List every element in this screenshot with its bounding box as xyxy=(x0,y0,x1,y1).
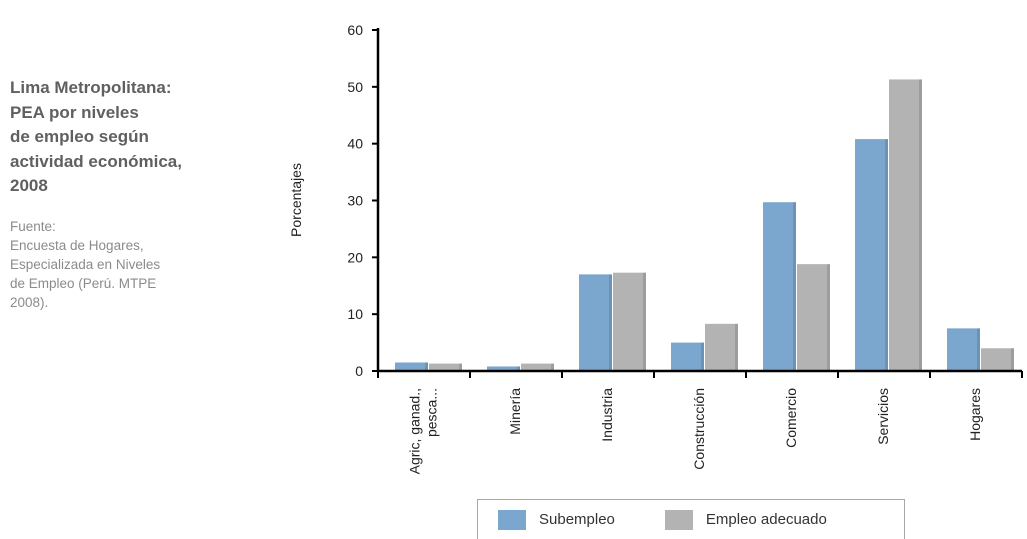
legend-label-subempleo: Subempleo xyxy=(539,511,615,528)
bar-empleo-adecuado-2 xyxy=(613,272,646,371)
y-tick-label-0: 0 xyxy=(355,363,363,379)
y-tick-label-60: 60 xyxy=(347,22,363,38)
category-label-5: Servicios xyxy=(875,388,891,445)
y-tick-label-30: 30 xyxy=(347,193,363,209)
bar-empleo-adecuado-1 xyxy=(521,363,554,371)
source-note: Fuente: Encuesta de Hogares, Especializa… xyxy=(10,218,161,310)
bar-shade-0-3 xyxy=(701,342,704,371)
bar-shade-0-1 xyxy=(517,366,520,371)
bar-subempleo-3 xyxy=(671,342,704,371)
bar-empleo-adecuado-3 xyxy=(705,323,738,371)
y-tick-label-10: 10 xyxy=(347,306,363,322)
labels-layer: Porcentajes Agric, ganad.,pesca... Minería… xyxy=(288,163,983,474)
y-axis-label: Porcentajes xyxy=(288,163,304,237)
bar-subempleo-1 xyxy=(487,366,520,371)
bar-subempleo-2 xyxy=(579,274,612,371)
category-label-2: Industria xyxy=(599,388,615,442)
bar-shade-1-4 xyxy=(827,264,830,371)
bar-empleo-adecuado-4 xyxy=(797,264,830,371)
bar-empleo-adecuado-6 xyxy=(981,348,1014,371)
bar-chart: 0 10 20 30 40 50 60 Porcentajes Agric, ganad.,p… xyxy=(288,22,1023,474)
chart-title: Lima Metropolitana: PEA por niveles de e… xyxy=(10,78,182,195)
legend: Subempleo Empleo adecuado xyxy=(477,499,905,539)
bar-shade-0-6 xyxy=(977,328,980,371)
bar-empleo-adecuado-0 xyxy=(429,363,462,371)
bar-shade-1-5 xyxy=(919,79,922,371)
bar-shade-1-3 xyxy=(735,323,738,371)
category-label-4: Comercio xyxy=(783,388,799,448)
category-label-0: Agric, ganad.,pesca... xyxy=(407,388,440,474)
y-tick-label-20: 20 xyxy=(347,249,363,265)
bar-subempleo-4 xyxy=(763,202,796,371)
bar-shade-0-0 xyxy=(425,362,428,371)
bar-shade-1-1 xyxy=(551,363,554,371)
bar-shade-1-0 xyxy=(459,363,462,371)
bar-shade-0-2 xyxy=(609,274,612,371)
bar-subempleo-5 xyxy=(855,139,888,371)
y-tick-label-50: 50 xyxy=(347,79,363,95)
side-panel: Lima Metropolitana: PEA por niveles de e… xyxy=(10,76,240,312)
legend-item-subempleo: Subempleo xyxy=(498,509,615,530)
y-tick-label-40: 40 xyxy=(347,136,363,152)
bar-empleo-adecuado-5 xyxy=(889,79,922,371)
category-label-6: Hogares xyxy=(967,388,983,441)
category-label-3: Construcción xyxy=(691,388,707,470)
legend-item-empleo-adecuado: Empleo adecuado xyxy=(664,509,827,530)
axes-layer: 0 10 20 30 40 50 60 xyxy=(347,22,1023,379)
bar-shade-1-6 xyxy=(1011,348,1014,371)
bar-shade-1-2 xyxy=(643,272,646,371)
bar-shade-0-5 xyxy=(885,139,888,371)
legend-swatch-subempleo xyxy=(498,509,526,530)
legend-swatch-empleo-adecuado xyxy=(664,509,693,530)
category-label-1: Minería xyxy=(507,388,523,435)
bar-shade-0-4 xyxy=(793,202,796,371)
bar-subempleo-6 xyxy=(947,328,980,371)
bars-layer xyxy=(395,79,1014,371)
bar-subempleo-0 xyxy=(395,362,428,371)
legend-label-empleo-adecuado: Empleo adecuado xyxy=(705,511,827,528)
